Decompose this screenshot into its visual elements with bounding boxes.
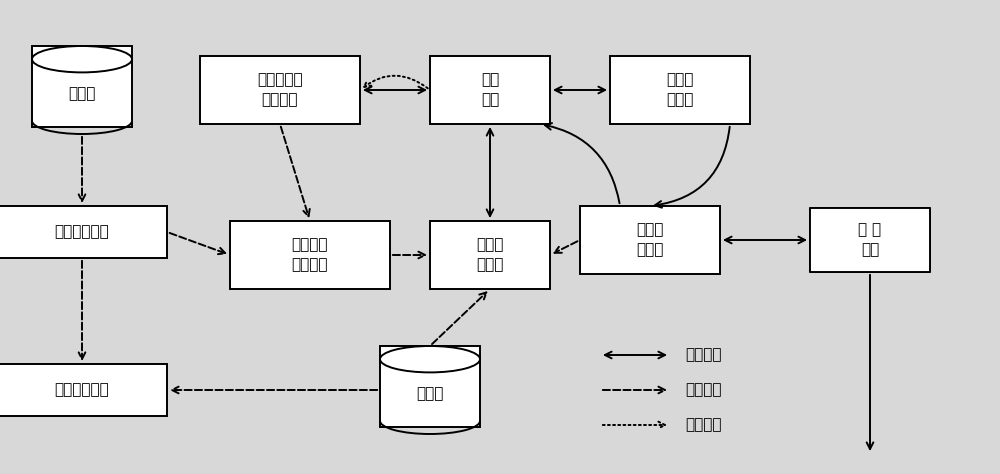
- FancyBboxPatch shape: [810, 208, 930, 272]
- Text: 语义解算及
导航模块: 语义解算及 导航模块: [257, 73, 303, 108]
- FancyBboxPatch shape: [430, 56, 550, 124]
- Ellipse shape: [380, 346, 480, 373]
- Text: 语义管理模块: 语义管理模块: [55, 225, 109, 239]
- Text: 场景管
理模块: 场景管 理模块: [476, 237, 504, 273]
- Text: 总控
模块: 总控 模块: [481, 73, 499, 108]
- Text: 信息交互: 信息交互: [685, 347, 722, 363]
- FancyBboxPatch shape: [430, 221, 550, 289]
- Text: 装配模型
管理模块: 装配模型 管理模块: [292, 237, 328, 273]
- Text: 零件库: 零件库: [416, 386, 444, 401]
- Text: 碰撞检
测模块: 碰撞检 测模块: [666, 73, 694, 108]
- FancyBboxPatch shape: [610, 56, 750, 124]
- Bar: [381, 350, 479, 362]
- Ellipse shape: [32, 46, 132, 73]
- Text: 数据依赖: 数据依赖: [685, 383, 722, 398]
- Text: 数据设置: 数据设置: [685, 418, 722, 432]
- Bar: [380, 346, 480, 428]
- FancyBboxPatch shape: [0, 206, 167, 258]
- Bar: [33, 50, 131, 62]
- FancyBboxPatch shape: [200, 56, 360, 124]
- FancyBboxPatch shape: [580, 206, 720, 274]
- Text: 零件管理模块: 零件管理模块: [55, 383, 109, 398]
- Bar: [32, 46, 132, 128]
- Text: 语义库: 语义库: [68, 86, 96, 101]
- FancyBboxPatch shape: [230, 221, 390, 289]
- Text: 交互管
理模块: 交互管 理模块: [636, 223, 664, 257]
- Text: 交 互
设备: 交 互 设备: [858, 223, 882, 257]
- FancyBboxPatch shape: [0, 364, 167, 416]
